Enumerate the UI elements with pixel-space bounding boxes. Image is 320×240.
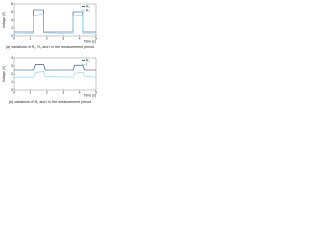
x-tick-label: 1 bbox=[29, 90, 31, 94]
plot-frame bbox=[13, 3, 97, 37]
x-tick-label: 1 bbox=[29, 36, 31, 40]
data-line bbox=[14, 71, 97, 78]
y-tick-label: 2 bbox=[11, 26, 13, 30]
legend-label: R₂ bbox=[86, 8, 90, 12]
x-tick-label: 0 bbox=[13, 90, 15, 94]
legend-label: R₁ bbox=[86, 4, 90, 8]
page: 0 2 4 6 8 0 1 2 3 4 5 Time (s) Voltage (V) (a) variat… bbox=[0, 0, 320, 110]
x-tick-label: 3 bbox=[62, 90, 64, 94]
y-tick-label: 8 bbox=[11, 2, 13, 6]
y-tick-label: 4 bbox=[11, 18, 13, 22]
data-line bbox=[13, 13, 97, 35]
legend-label: R₁ bbox=[86, 58, 90, 62]
x-axis-label: Time (s) bbox=[84, 39, 96, 43]
x-tick-label: 5 bbox=[95, 36, 97, 40]
x-tick-label: 0 bbox=[13, 36, 15, 40]
data-line bbox=[14, 9, 96, 33]
caption: (b) variations of R₁ and I in the measur… bbox=[9, 100, 91, 104]
y-tick-label: 3 bbox=[11, 64, 13, 68]
y-tick-label: 2 bbox=[11, 72, 13, 76]
caption: (a) variations of R₁, R₂ and I in the me… bbox=[6, 45, 94, 49]
y-tick-label: 4 bbox=[11, 56, 13, 60]
y-tick-label: 1 bbox=[11, 80, 13, 84]
y-tick-label: 6 bbox=[11, 10, 13, 14]
x-tick-label: 2 bbox=[46, 36, 48, 40]
x-tick-label: 5 bbox=[95, 90, 97, 94]
data-line bbox=[14, 64, 96, 71]
x-axis-label: Time (s) bbox=[84, 93, 96, 97]
x-tick-label: 4 bbox=[79, 36, 81, 40]
y-tick-label: 0 bbox=[11, 34, 13, 38]
x-tick-label: 3 bbox=[62, 36, 64, 40]
x-tick-label: 4 bbox=[79, 90, 81, 94]
y-axis-label: Voltage (V) bbox=[2, 66, 6, 83]
legend-label: I bbox=[86, 62, 87, 66]
y-axis-label: Voltage (V) bbox=[2, 12, 6, 29]
y-tick-label: 0 bbox=[11, 88, 13, 92]
x-tick-label: 2 bbox=[46, 90, 48, 94]
